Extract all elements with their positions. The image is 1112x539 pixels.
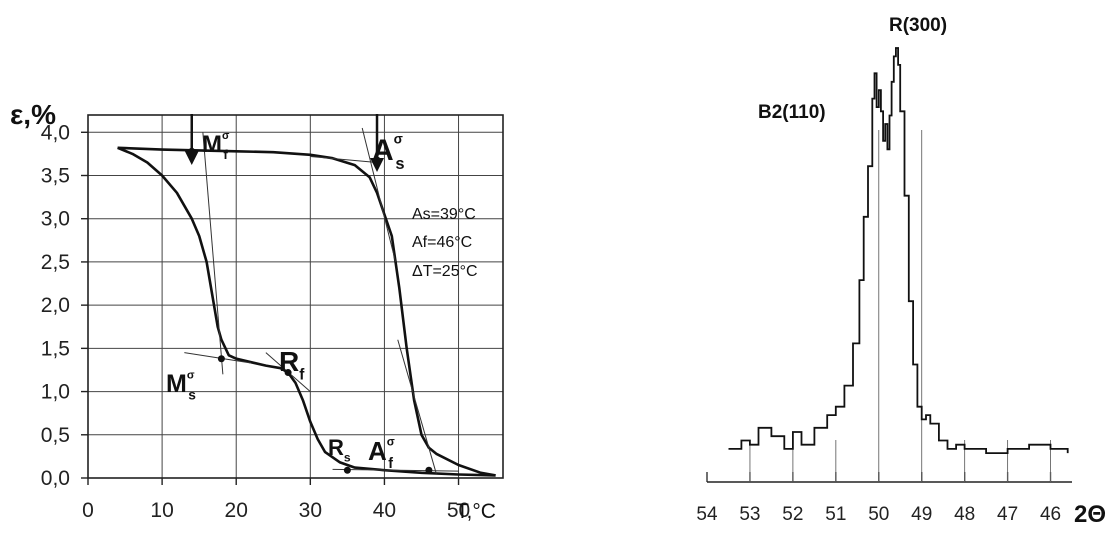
- y-tick-label: 1,5: [41, 337, 70, 360]
- x-axis-label: 2Θ: [1074, 501, 1106, 528]
- x-tick-label: 54: [696, 504, 718, 525]
- y-tick-label: 0,5: [41, 424, 70, 447]
- x-tick-label: 48: [954, 504, 975, 525]
- right-chart: 54 53 52 51 50 49 48 47 46 B2(110) R(300) 2Θ: [696, 15, 1106, 528]
- x-axis-label: T,°C: [456, 500, 496, 523]
- marker-point: [284, 369, 292, 377]
- x-tick-label: 40: [373, 499, 396, 522]
- y-tick-label: 0,0: [41, 467, 70, 490]
- y-tick-label: 3,5: [41, 165, 70, 188]
- tangent-line: [361, 127, 397, 263]
- x-tick-label: 47: [997, 504, 1018, 525]
- x-tick-label: 46: [1040, 504, 1061, 525]
- arrow-as-head: [370, 158, 385, 172]
- label-ms-sigma: Mσ s: [166, 369, 196, 402]
- x-tick-label: 50: [868, 504, 889, 525]
- marker-point: [425, 466, 433, 474]
- tangent-line: [310, 155, 378, 164]
- marker-point: [343, 466, 351, 474]
- marker-point: [217, 355, 225, 363]
- tangent-line: [397, 339, 437, 474]
- x-tick-label: 0: [82, 499, 94, 522]
- x-tick-label: 50: [447, 499, 470, 522]
- label-rf: Rf: [279, 346, 305, 383]
- y-tick-label: 1,0: [41, 381, 70, 404]
- y-tick-label: 3,0: [41, 208, 70, 231]
- text-box-line: As=39°C: [412, 206, 476, 223]
- tangent-line: [184, 352, 252, 364]
- x-tick-label: 49: [911, 504, 932, 525]
- strain-curve-1: [117, 146, 496, 477]
- label-af-sigma: Aσ f: [368, 436, 395, 472]
- label-rs: Rs: [328, 435, 351, 465]
- peak-label-r: R(300): [889, 15, 947, 36]
- y-tick-label: 2,5: [41, 251, 70, 274]
- left-chart: 0 10 20 30 40 50 0,0 0,5 1,0 1,5 2,0 2,5 3,0 3,5 4,0ε,…: [10, 99, 504, 523]
- tangent-line: [332, 468, 459, 472]
- x-tick-label: 51: [825, 504, 846, 525]
- label-as-sigma: Aσ s: [372, 132, 405, 174]
- arrow-mf-head: [184, 151, 199, 165]
- y-tick-label: 2,0: [41, 294, 70, 317]
- x-tick-label: 20: [225, 499, 248, 522]
- plot-frame: [87, 114, 504, 479]
- y-axis-label: ε,%: [10, 99, 56, 130]
- x-tick-label: 53: [739, 504, 760, 525]
- xrd-profile: [728, 47, 1069, 454]
- label-mf-sigma: Mσ f: [202, 130, 230, 162]
- tangent-line: [202, 132, 224, 375]
- y-tick-label: 4,0: [41, 121, 70, 144]
- text-box-line: Af=46°C: [412, 234, 472, 251]
- x-tick-label: 10: [150, 499, 173, 522]
- x-tick-label: 52: [782, 504, 803, 525]
- strain-curve-0: [117, 146, 496, 477]
- x-tick-label: 30: [299, 499, 322, 522]
- peak-label-b2: B2(110): [758, 102, 826, 123]
- text-box-line: ΔT=25°C: [412, 263, 478, 280]
